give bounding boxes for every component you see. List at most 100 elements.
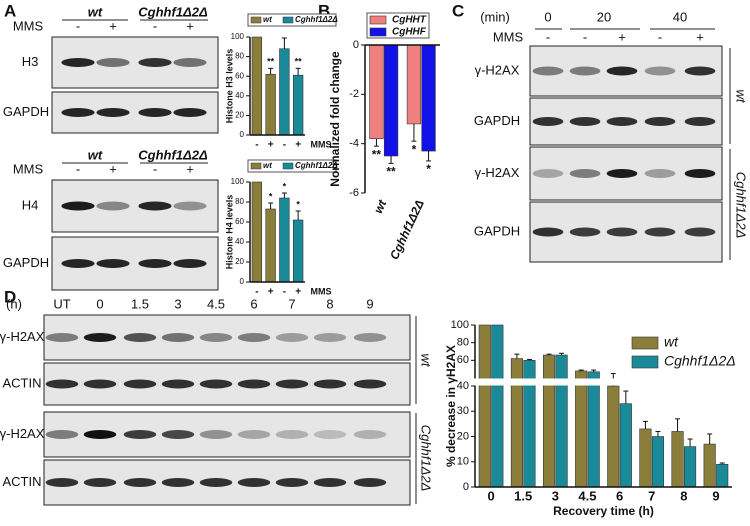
y-tick-label: 0 (240, 130, 245, 139)
axis-break (469, 378, 734, 386)
time-label: 0 (96, 296, 103, 311)
blot-band (123, 430, 157, 439)
blot-band (96, 108, 130, 117)
blot-band (138, 108, 172, 117)
blot-band (45, 379, 79, 389)
treatment-label: MMS (13, 18, 44, 33)
bar (292, 74, 304, 136)
blot-band (569, 227, 601, 237)
bar (279, 197, 290, 283)
y-tick-label: 80 (235, 197, 244, 206)
blot-band (684, 227, 716, 237)
treatment-sign: - (583, 29, 587, 44)
blot-band (199, 379, 233, 389)
x-tick-label: 8 (680, 488, 687, 503)
x-tick-label: 0 (487, 488, 494, 503)
bar (251, 36, 263, 136)
legend-swatch (250, 16, 262, 24)
row-label: γ-H2AX (475, 62, 520, 77)
blot-band (173, 58, 207, 67)
blot-band (61, 201, 95, 211)
panel-label: D (4, 287, 16, 306)
row-label: γ-H2AX (0, 426, 45, 441)
bar (671, 431, 684, 488)
significance: ** (267, 57, 275, 67)
x-tick-label: 4.5 (578, 488, 596, 503)
time-label: UT (53, 296, 70, 311)
treatment-sign: + (109, 18, 117, 33)
time-unit: (min) (480, 9, 510, 24)
bar (684, 446, 697, 488)
y-tick-label: 0 (240, 277, 245, 286)
blot-band (569, 169, 601, 178)
blot-band (83, 379, 117, 389)
blot-band (61, 58, 95, 67)
blot-band (644, 169, 676, 178)
bar (555, 354, 568, 488)
blot-band (275, 333, 309, 342)
x-tick-label: wt (371, 197, 390, 216)
treatment-sign: - (153, 161, 157, 176)
blot-band (45, 430, 79, 439)
blot-band (644, 227, 676, 237)
significance: * (269, 191, 273, 201)
blot-band (237, 430, 271, 439)
time-label: 0 (544, 9, 551, 24)
significance: * (412, 142, 417, 156)
genotype-label: wt (419, 354, 434, 368)
blot-band (532, 117, 564, 126)
blot-band (173, 259, 207, 268)
significance: * (283, 181, 287, 191)
genotype-label: Cghhf1Δ2Δ (734, 172, 749, 239)
row-label: H4 (22, 197, 39, 212)
blot-band (61, 259, 95, 268)
y-tick-label: 40 (457, 380, 469, 392)
time-label: 3 (174, 296, 181, 311)
blot-band (138, 259, 172, 268)
blot-band (161, 430, 195, 439)
row-label: H3 (22, 54, 39, 69)
y-tick-label: 60 (235, 217, 244, 226)
legend-label: wt (664, 334, 679, 350)
blot-band (684, 66, 716, 76)
blot-band (606, 117, 638, 126)
row-label: γ-H2AX (475, 165, 520, 180)
x-tick-label: - (283, 287, 286, 298)
bar (292, 219, 304, 283)
panel-label: A (4, 1, 16, 20)
bar (279, 48, 290, 136)
y-tick-label: 20 (235, 111, 244, 120)
y-tick-label: -4 (349, 138, 359, 150)
blot-band (161, 333, 195, 342)
treatment-sign: + (109, 161, 117, 176)
blot-band (123, 333, 157, 342)
row-label: γ-H2AX (0, 329, 45, 344)
legend-label: Cghhf1Δ2Δ (295, 15, 338, 24)
y-tick-label: 80 (235, 52, 244, 61)
bar (607, 385, 620, 488)
y-tick-label: -6 (349, 187, 359, 199)
blot-band (606, 66, 638, 76)
blot-band (313, 478, 347, 487)
legend-label: Cghhf1Δ2Δ (664, 353, 736, 369)
y-tick-label: 100 (231, 32, 245, 41)
blot-band (353, 430, 387, 439)
bar (421, 44, 436, 152)
bar (510, 358, 523, 488)
blot-band (569, 66, 601, 76)
blot-band (173, 108, 207, 117)
y-axis-label: Histone H3 levels (224, 49, 234, 124)
y-tick-label: 0 (353, 39, 359, 51)
blot-band (161, 478, 195, 487)
bar (619, 403, 632, 488)
bar (491, 324, 504, 488)
treatment-sign: - (76, 161, 80, 176)
bar (265, 73, 276, 136)
blot-band (123, 478, 157, 487)
bar (265, 208, 276, 283)
blot-band (275, 379, 309, 389)
blot-band (83, 333, 117, 342)
genotype-label: wt (88, 147, 103, 162)
y-tick-label: 40 (235, 91, 244, 100)
